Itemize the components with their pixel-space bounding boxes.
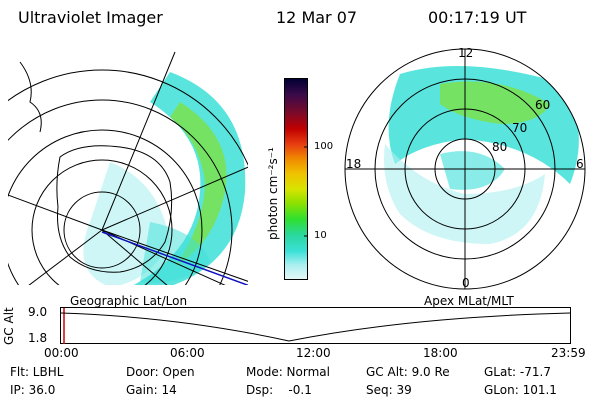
footer-seq: Seq: 39 — [366, 383, 412, 397]
footer-gcalt: GC Alt: 9.0 Re — [366, 365, 450, 379]
mlt-12-label: 12 — [458, 46, 474, 60]
footer-gain: Gain: 14 — [126, 383, 177, 397]
altitude-plot — [60, 307, 571, 344]
footer-dsp: Dsp: -0.1 — [246, 383, 312, 397]
lat-60-label: 60 — [535, 98, 551, 112]
mlt-18-label: 18 — [346, 157, 362, 171]
altitude-xtick-0000: 00:00 — [44, 346, 79, 360]
altitude-xtick-1800: 18:00 — [423, 346, 458, 360]
altitude-xtick-1200: 12:00 — [296, 346, 331, 360]
mlt-6-label: 6 — [576, 157, 584, 171]
date-label: 12 Mar 07 — [276, 8, 358, 27]
altitude-xtick-2359: 23:59 — [551, 346, 586, 360]
footer-ip: IP: 36.0 — [10, 383, 56, 397]
mlt-0-label: 0 — [462, 276, 470, 290]
lat-70-label: 70 — [512, 121, 528, 135]
altitude-ytick-9: 9.0 — [28, 305, 48, 319]
right-panel-caption: Apex MLat/MLT — [424, 294, 514, 308]
time-label: 00:17:19 UT — [428, 8, 527, 27]
footer-glat: GLat: -71.7 — [484, 365, 551, 379]
footer-mode: Mode: Normal — [246, 365, 330, 379]
geographic-map — [8, 51, 248, 285]
footer-glon: GLon: 101.1 — [484, 383, 557, 397]
lat-80-label: 80 — [492, 140, 508, 154]
altitude-ylabel: GC Alt — [2, 307, 16, 345]
footer-flt: Flt: LBHL — [10, 365, 64, 379]
altitude-xtick-0600: 06:00 — [170, 346, 205, 360]
colorbar — [284, 78, 308, 280]
colorbar-tick-10: 10 — [314, 230, 327, 241]
footer-door: Door: Open — [126, 365, 195, 379]
altitude-ytick-1-8: 1.8 — [28, 331, 48, 345]
polar-plot — [344, 48, 586, 290]
colorbar-tick-100: 100 — [314, 141, 334, 152]
colorbar-unit-label: photon cm⁻²s⁻¹ — [266, 147, 280, 240]
left-panel-caption: Geographic Lat/Lon — [70, 294, 188, 308]
instrument-title: Ultraviolet Imager — [18, 8, 163, 27]
